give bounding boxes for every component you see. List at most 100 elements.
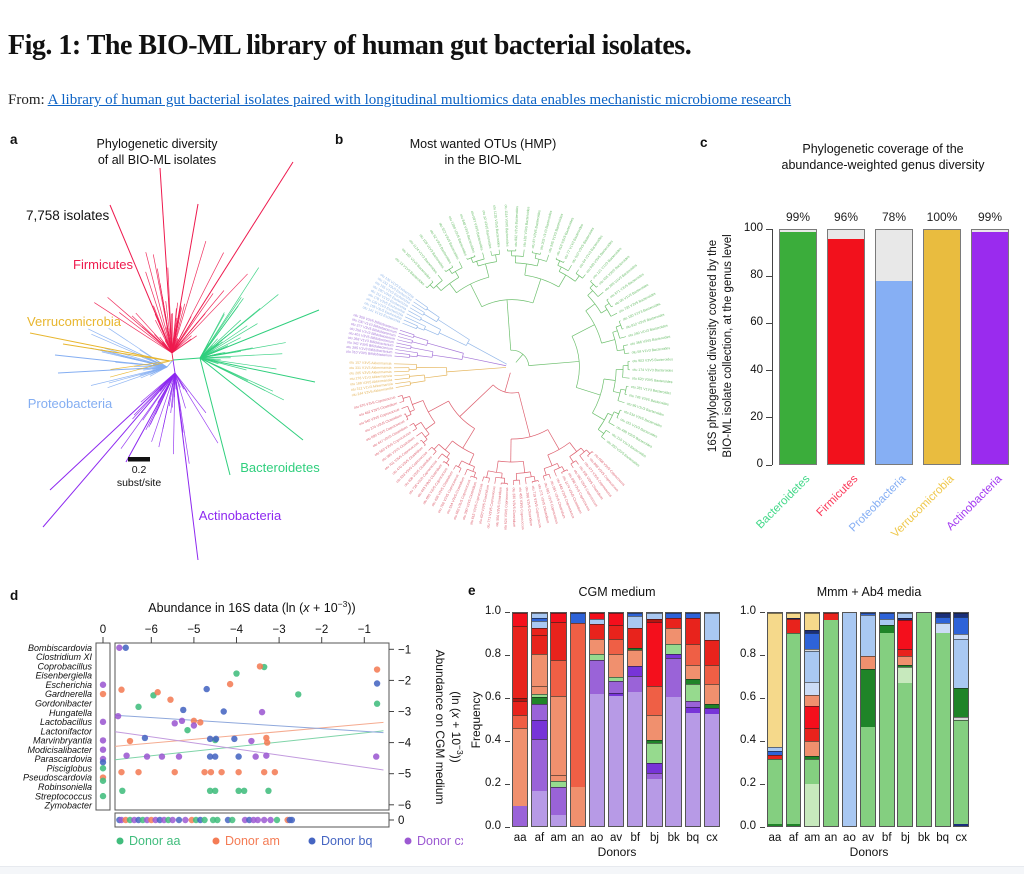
tree-branch (145, 252, 173, 354)
dendro-arc (590, 281, 597, 288)
data-point (373, 753, 380, 760)
phylum-label: Verrucomicrobia (27, 314, 122, 329)
bar-segment (685, 679, 700, 685)
dendro-leaf-branch (570, 463, 574, 469)
bar-segment (823, 613, 838, 621)
dendro-arc (553, 466, 563, 471)
dendro-arc (606, 299, 612, 308)
y-tick-label: 0.8 (485, 648, 501, 660)
dendro-arc (612, 332, 618, 351)
bar-segment (513, 728, 528, 806)
otu-leaf-label: otu 174 V1V3 Bacteroides (632, 368, 673, 373)
bar-segment (805, 705, 820, 729)
dendro-stem (427, 342, 464, 354)
bar-segment (532, 720, 547, 740)
donor-tick-label: bj (900, 832, 910, 844)
y-axis-tick (505, 826, 510, 828)
dendro-leaf-branch (397, 336, 413, 341)
bar-segment (532, 618, 547, 621)
source-link[interactable]: A library of human gut bacterial isolate… (47, 92, 792, 108)
dendro-leaf-branch (394, 355, 410, 358)
dendro-leaf-branch (431, 280, 434, 283)
data-point (122, 644, 129, 651)
bar-segment (898, 683, 913, 826)
bar-segment (608, 676, 624, 682)
bar-segment (647, 779, 662, 826)
stacked-bar-bk (665, 612, 682, 827)
dendro-leaf-branch (470, 475, 472, 478)
dendro-stem (506, 299, 512, 351)
dendro-stem (576, 387, 601, 396)
bar-segment (704, 665, 720, 685)
bar-segment (879, 613, 894, 620)
bar-segment (805, 758, 820, 785)
dendro-arc (488, 470, 503, 474)
otu-leaf-label: otu 420 V3V5 Clostridium (478, 485, 490, 525)
dendro-leaf-branch (568, 264, 572, 271)
tree-branch-long (174, 372, 199, 561)
tree-branch-long (171, 161, 294, 354)
dendro-stem (543, 468, 547, 476)
dendro-stem (533, 476, 536, 482)
dendro-leaf-branch (490, 250, 492, 256)
dendro-arc (411, 340, 413, 344)
panel-c-y-axis-label: 16S phylogenetic diversity covered by th… (707, 234, 734, 458)
otu-leaf-label: otu 295 V1V3 Bifidobacterium (346, 345, 393, 355)
bar-segment (879, 633, 894, 826)
phylum-label: Actinobacteria (199, 508, 282, 523)
data-point (212, 753, 219, 760)
dendro-leaf-branch (591, 451, 594, 453)
data-point (265, 787, 272, 795)
dendro-stem (613, 411, 619, 415)
tree-branch-long (199, 309, 320, 359)
data-point (135, 703, 142, 711)
tree-branch (199, 357, 266, 391)
tree-branch-long (42, 372, 176, 528)
bar-segment (551, 659, 566, 697)
dendro-leaf-branch (482, 252, 485, 260)
otu-leaf-label: otu 276 V1V3 Akkermansia (350, 374, 392, 381)
dendro-leaf-branch (525, 477, 527, 485)
bar-segment (551, 621, 566, 660)
dendro-arc (608, 411, 615, 423)
y-tick-label: 0.4 (485, 734, 501, 746)
zero-x-data-point (99, 746, 107, 753)
tree-branch (172, 359, 176, 374)
y-tick-label: 0.6 (485, 691, 501, 703)
otu-leaf-label: otu 903 V3V5 Bacteroides (632, 357, 673, 363)
tree-branch-long (62, 343, 171, 362)
dendro-stem (472, 466, 475, 472)
dendro-stem (444, 440, 453, 451)
tree-branch (199, 352, 231, 359)
dendro-arc (424, 374, 426, 381)
bar-segment (768, 751, 782, 755)
figure-title: Fig. 1: The BIO-ML library of human gut … (8, 30, 692, 61)
dendro-leaf-branch (555, 257, 557, 260)
zero-x-data-point (99, 759, 107, 766)
otu-leaf-label: otu 624 V3V5 Coprococcus (503, 487, 509, 530)
dendro-stem (589, 284, 594, 289)
bar-value-label: 99% (785, 210, 811, 224)
tree-branch-long (171, 203, 199, 354)
bar-segment (532, 693, 547, 697)
donor-tick-label: ao (843, 832, 856, 844)
bar-segment (898, 648, 913, 657)
dendro-stem (515, 353, 524, 363)
stacked-bar-aa (767, 612, 783, 827)
bar-segment (805, 630, 820, 633)
dendro-stem (470, 283, 483, 307)
otu-leaf-label: otu 771 V3V5 Coprococcus (486, 486, 496, 529)
bar-segment (917, 613, 931, 826)
genus-label: Escherichia (45, 680, 92, 690)
otu-leaf-label: otu 719 V3V5 Coprococcus (531, 485, 542, 528)
bar-segment (805, 728, 820, 741)
bar-segment (842, 613, 857, 826)
dendro-leaf-branch (405, 316, 426, 327)
bar-segment (551, 613, 566, 622)
dendro-leaf-branch (409, 423, 414, 426)
dendro-leaf-branch (442, 461, 445, 463)
dendro-leaf-branch (553, 470, 557, 477)
bar-segment (666, 627, 681, 644)
y-tick-label: 1.0 (485, 605, 501, 617)
stacked-bar-cx (703, 612, 721, 827)
